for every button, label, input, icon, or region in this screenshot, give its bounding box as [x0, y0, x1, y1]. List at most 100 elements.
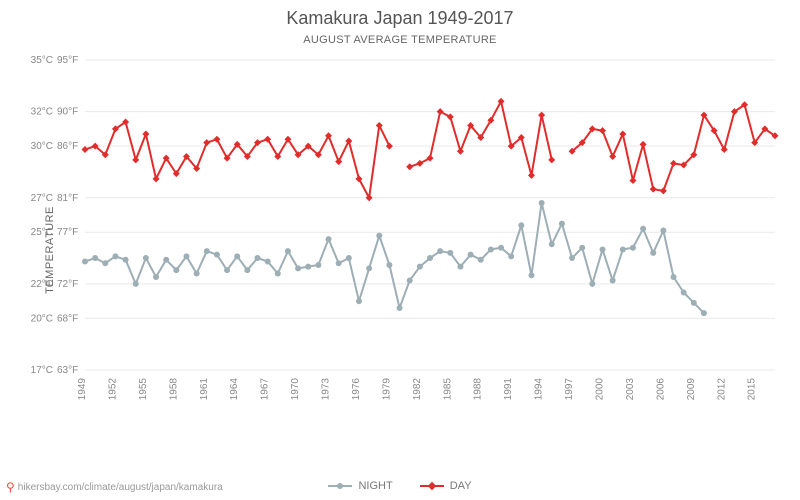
x-tick: 2003: [625, 378, 636, 401]
marker-night: [528, 272, 534, 278]
marker-night: [620, 246, 626, 252]
marker-night: [518, 222, 524, 228]
marker-day: [498, 98, 505, 105]
marker-night: [183, 253, 189, 259]
marker-day: [528, 172, 535, 179]
x-tick: 1961: [199, 378, 210, 401]
marker-night: [488, 246, 494, 252]
y-tick-c: 35°C: [31, 55, 53, 66]
x-tick: 1970: [290, 378, 301, 401]
marker-night: [255, 255, 261, 261]
marker-day: [335, 158, 342, 165]
x-tick: 1997: [564, 378, 575, 401]
marker-night: [407, 277, 413, 283]
marker-day: [386, 143, 393, 150]
y-tick-c: 25°C: [31, 227, 53, 238]
legend-marker-night: [328, 481, 352, 491]
marker-day: [437, 108, 444, 115]
marker-day: [599, 127, 606, 134]
x-tick: 1949: [77, 378, 88, 401]
marker-day: [355, 175, 362, 182]
legend-item-night: NIGHT: [328, 480, 392, 492]
y-tick-f: 95°F: [57, 55, 78, 66]
marker-night: [194, 271, 200, 277]
marker-night: [305, 264, 311, 270]
marker-night: [539, 200, 545, 206]
marker-night: [447, 250, 453, 256]
attribution-text: hikersbay.com/climate/august/japan/kamak…: [18, 482, 223, 493]
marker-night: [366, 265, 372, 271]
marker-night: [143, 255, 149, 261]
marker-night: [478, 257, 484, 263]
marker-night: [234, 253, 240, 259]
y-tick-c: 17°C: [31, 365, 53, 376]
marker-night: [397, 305, 403, 311]
marker-night: [336, 260, 342, 266]
marker-day: [619, 131, 626, 138]
marker-night: [82, 259, 88, 265]
x-tick: 1994: [534, 378, 545, 401]
x-tick: 1964: [229, 378, 240, 401]
marker-night: [356, 298, 362, 304]
marker-night: [265, 259, 271, 265]
marker-night: [204, 248, 210, 254]
marker-day: [447, 113, 454, 120]
series-night: [82, 200, 707, 316]
marker-night: [549, 241, 555, 247]
x-tick: 1967: [260, 378, 271, 401]
y-tick-c: 32°C: [31, 107, 53, 118]
marker-night: [102, 260, 108, 266]
y-tick-f: 86°F: [57, 141, 78, 152]
x-tick: 2009: [686, 378, 697, 401]
marker-night: [437, 248, 443, 254]
marker-night: [417, 264, 423, 270]
legend-label-day: DAY: [450, 480, 472, 492]
y-tick-f: 81°F: [57, 193, 78, 204]
y-tick-f: 90°F: [57, 107, 78, 118]
marker-night: [589, 281, 595, 287]
y-tick-f: 77°F: [57, 227, 78, 238]
series-day: [82, 98, 779, 201]
marker-night: [285, 248, 291, 254]
x-tick: 1976: [351, 378, 362, 401]
marker-day: [660, 187, 667, 194]
marker-day: [366, 194, 373, 201]
x-tick: 2000: [595, 378, 606, 401]
map-pin-icon: ⚲: [6, 480, 15, 494]
legend-item-day: DAY: [420, 480, 472, 492]
x-tick: 1982: [412, 378, 423, 401]
y-tick-c: 30°C: [31, 141, 53, 152]
x-tick: 1952: [107, 378, 118, 401]
marker-day: [406, 163, 413, 170]
marker-night: [600, 246, 606, 252]
x-tick: 2015: [747, 378, 758, 401]
marker-night: [681, 290, 687, 296]
x-tick: 1973: [321, 378, 332, 401]
plot-svg: 17°C63°F20°C68°F22°C72°F25°C77°F27°C81°F…: [85, 50, 775, 410]
marker-night: [498, 245, 504, 251]
marker-day: [670, 160, 677, 167]
marker-day: [325, 132, 332, 139]
marker-night: [214, 252, 220, 258]
line-night: [85, 203, 704, 313]
marker-day: [548, 156, 555, 163]
marker-night: [579, 245, 585, 251]
marker-night: [244, 267, 250, 273]
y-tick-f: 68°F: [57, 313, 78, 324]
marker-night: [630, 245, 636, 251]
x-tick: 1979: [381, 378, 392, 401]
x-tick: 1988: [473, 378, 484, 401]
marker-night: [326, 236, 332, 242]
marker-day: [213, 136, 220, 143]
marker-night: [671, 274, 677, 280]
marker-night: [468, 252, 474, 258]
marker-day: [82, 146, 89, 153]
line-day: [85, 101, 775, 197]
plot-area: 17°C63°F20°C68°F22°C72°F25°C77°F27°C81°F…: [85, 50, 775, 410]
marker-day: [132, 156, 139, 163]
marker-night: [701, 310, 707, 316]
marker-day: [721, 146, 728, 153]
x-tick: 1955: [138, 378, 149, 401]
y-tick-c: 20°C: [31, 313, 53, 324]
marker-night: [691, 300, 697, 306]
